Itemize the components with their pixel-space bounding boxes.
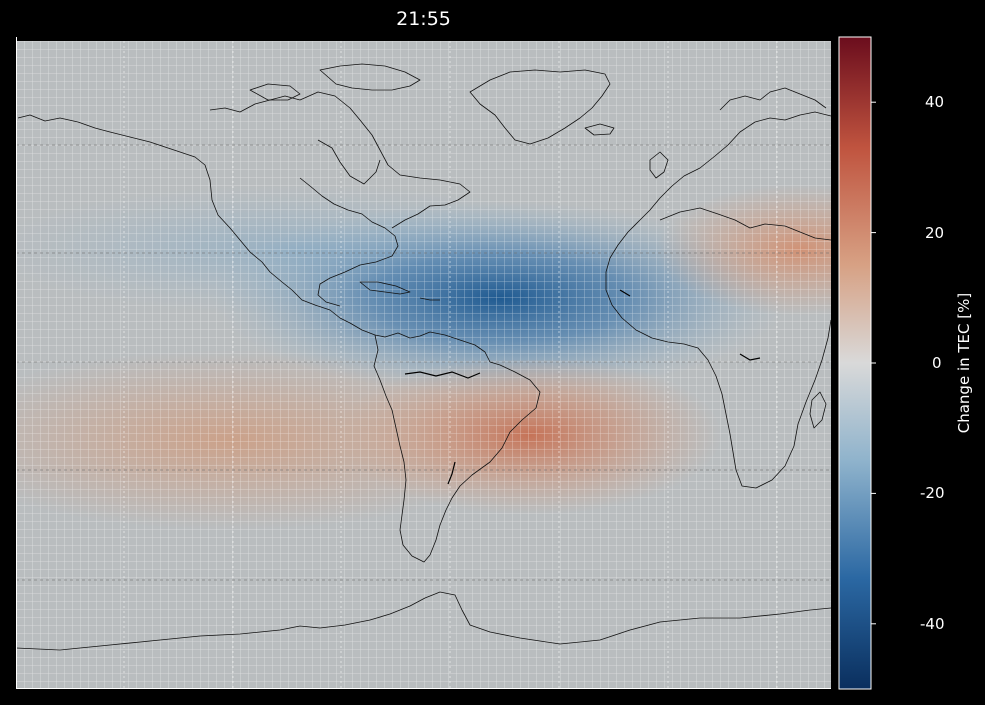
map-panel: [16, 41, 831, 688]
colorbar-label: Change in TEC [%]: [955, 292, 973, 434]
coastline-africa: [605, 219, 831, 489]
map-title: 21:55: [396, 8, 451, 30]
coastline-madagascar: [809, 391, 827, 429]
colorbar-tick-label: -40: [920, 614, 945, 633]
coastline-arctic-islands: [319, 63, 421, 91]
coastlines: [16, 63, 831, 651]
colorbar-tick-label: 0: [932, 354, 942, 372]
coastline-uk: [649, 151, 669, 179]
coastline-north-america-east: [429, 361, 541, 556]
coastline-greenland: [469, 69, 611, 145]
coastline-hudson-bay: [317, 139, 381, 185]
coastline-europe: [639, 111, 831, 221]
colorbar-tick-label: 20: [925, 223, 945, 242]
colorbar-tick-label: 40: [925, 93, 945, 112]
coastline-caribbean: [419, 297, 440, 301]
colorbar-tick-label: -20: [920, 484, 945, 503]
map-grid: [16, 41, 831, 688]
colorbar: [838, 36, 872, 690]
coastline-south-america-west: [373, 334, 431, 563]
rivers: [404, 289, 761, 485]
coastline-antarctica: [16, 591, 831, 651]
coastline-cuba: [359, 281, 411, 295]
coastline-iceland: [584, 123, 615, 136]
coastline-usa-east: [299, 177, 399, 307]
latitude-lines: [16, 144, 831, 581]
coastline-scandinavia: [719, 87, 827, 111]
coastline-north-america: [17, 114, 491, 363]
coastline-arctic-islands-2: [249, 83, 301, 101]
coastline-mediterranean: [659, 207, 831, 241]
colorbar-ticks: [871, 101, 876, 625]
